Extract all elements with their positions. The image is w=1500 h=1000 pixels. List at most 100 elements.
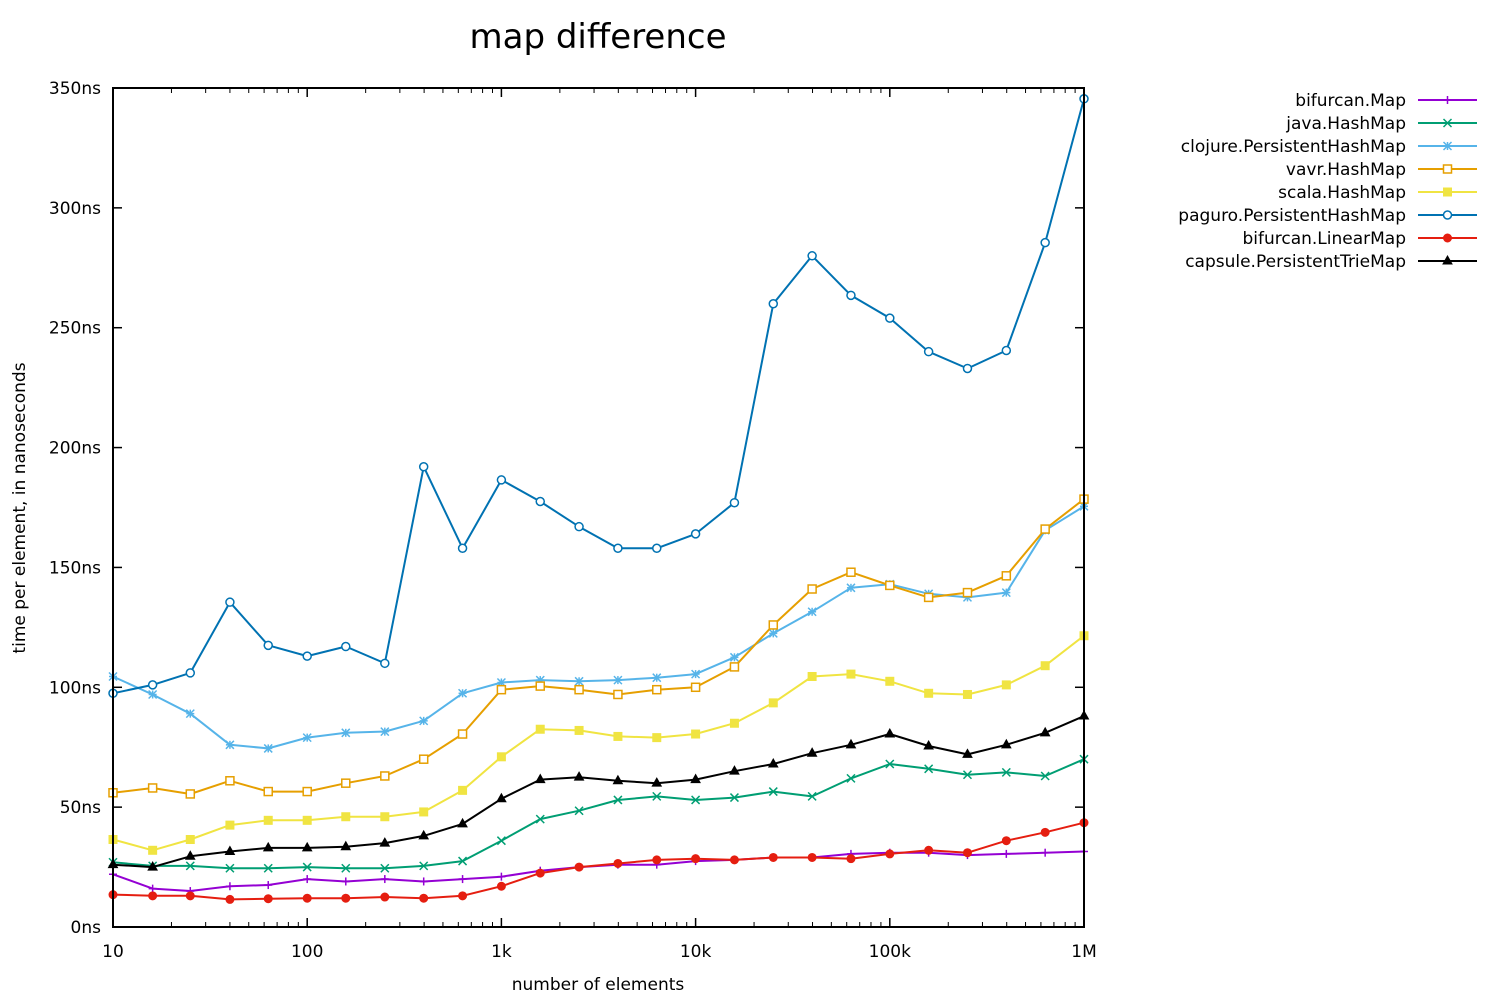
- y-tick-label: 350ns: [49, 79, 101, 99]
- data-point: [458, 785, 468, 795]
- data-point: [691, 795, 701, 805]
- data-point: [846, 854, 856, 864]
- legend-label: capsule.PersistentTrieMap: [1185, 252, 1406, 272]
- data-point: [613, 543, 623, 554]
- data-point: [185, 789, 196, 799]
- series-bifurcan-linearmap: [108, 818, 1089, 904]
- data-point: [807, 852, 817, 862]
- data-point: [806, 747, 818, 757]
- legend-label: vavr.HashMap: [1286, 160, 1406, 180]
- x-tick-label: 10: [102, 942, 124, 962]
- series-line: [112, 98, 1085, 695]
- data-point: [457, 817, 468, 828]
- data-point: [185, 709, 195, 719]
- data-point: [302, 862, 312, 872]
- data-point: [691, 669, 701, 679]
- data-point: [923, 346, 934, 357]
- data-point: [264, 881, 273, 890]
- series-line: [112, 758, 1085, 870]
- data-point: [496, 752, 506, 762]
- data-point: [885, 849, 895, 859]
- data-point: [380, 658, 390, 669]
- data-point: [302, 786, 312, 797]
- data-point: [923, 592, 934, 603]
- data-point: [768, 852, 778, 862]
- x-axis-label: number of elements: [512, 975, 685, 995]
- data-point: [341, 641, 351, 652]
- data-point: [924, 764, 934, 774]
- data-point: [534, 773, 546, 784]
- data-point: [768, 298, 779, 309]
- legend-item: vavr.HashMap: [1286, 160, 1477, 180]
- data-point: [380, 892, 390, 902]
- data-point: [768, 698, 778, 708]
- data-point: [768, 628, 778, 638]
- data-point: [962, 748, 973, 758]
- data-point: [535, 868, 545, 878]
- data-point: [263, 863, 273, 873]
- series-java-hashmap: [108, 754, 1089, 873]
- series-line: [112, 505, 1085, 750]
- data-point: [225, 776, 235, 786]
- legend-label: clojure.PersistentHashMap: [1181, 137, 1406, 157]
- data-point: [807, 251, 817, 261]
- data-point: [1040, 237, 1050, 248]
- legend-label: java.HashMap: [1285, 114, 1406, 134]
- data-point: [380, 812, 390, 822]
- data-point: [1040, 524, 1050, 534]
- data-point: [379, 837, 391, 847]
- x-tick-label: 1k: [491, 942, 512, 962]
- data-point: [573, 771, 585, 781]
- data-point: [807, 791, 817, 801]
- legend-marker: [1442, 210, 1453, 220]
- data-point: [341, 863, 351, 873]
- data-point: [962, 587, 973, 598]
- legend-marker: [1442, 118, 1453, 128]
- data-point: [263, 640, 273, 651]
- data-point: [924, 688, 934, 698]
- legend-marker: [1442, 141, 1453, 151]
- legend-item: clojure.PersistentHashMap: [1181, 137, 1477, 157]
- data-point: [652, 733, 662, 743]
- data-point: [652, 684, 662, 695]
- data-point: [1040, 827, 1050, 837]
- data-point: [263, 815, 273, 825]
- data-point: [148, 845, 158, 855]
- series-line: [112, 850, 1085, 892]
- data-point: [185, 668, 196, 678]
- data-point: [418, 754, 429, 764]
- legend-marker: [1443, 187, 1452, 197]
- data-point: [574, 806, 584, 816]
- data-point: [302, 733, 312, 743]
- series-clojure-persistenthashmap: [108, 501, 1089, 753]
- legend-item: capsule.PersistentTrieMap: [1185, 252, 1477, 272]
- data-point: [302, 815, 312, 825]
- data-point: [574, 862, 584, 872]
- x-tick-label: 100: [291, 942, 323, 962]
- legend-label: bifurcan.LinearMap: [1242, 229, 1406, 249]
- data-point: [148, 891, 158, 901]
- data-point: [846, 583, 856, 593]
- data-point: [885, 759, 895, 769]
- data-point: [147, 861, 158, 871]
- series-vavr-hashmap: [108, 494, 1089, 799]
- data-point: [574, 684, 584, 695]
- data-point: [263, 894, 273, 904]
- data-point: [303, 875, 312, 884]
- data-point: [419, 893, 429, 903]
- data-point: [613, 675, 623, 685]
- data-point: [419, 861, 429, 871]
- data-point: [185, 861, 195, 871]
- data-point: [1001, 680, 1011, 690]
- data-point: [418, 461, 429, 472]
- series-paguro-persistenthashmap: [108, 94, 1089, 699]
- series-bifurcan-map: [109, 847, 1088, 896]
- data-point: [1002, 849, 1011, 858]
- y-tick-label: 50ns: [60, 798, 101, 818]
- data-point: [535, 681, 545, 691]
- data-point: [225, 863, 235, 873]
- data-point: [885, 313, 895, 323]
- legend-marker: [1442, 254, 1453, 265]
- data-point: [691, 854, 701, 864]
